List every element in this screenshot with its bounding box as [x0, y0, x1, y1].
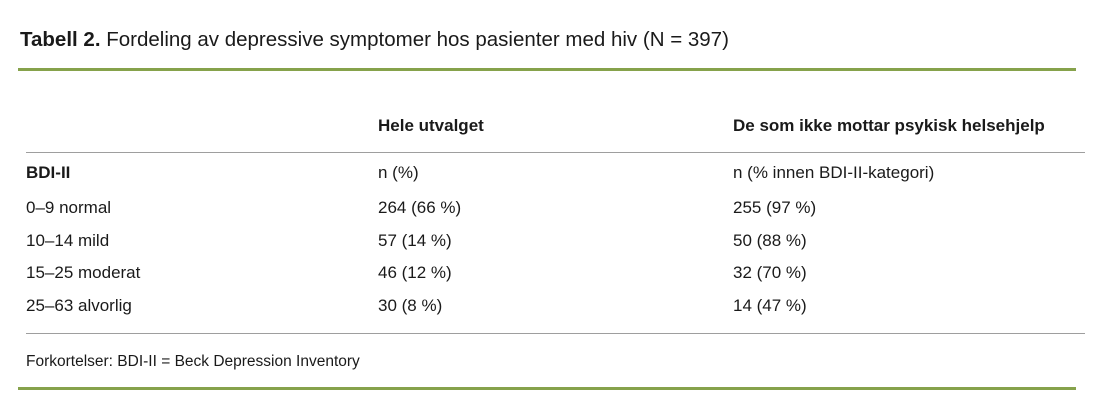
table-header-rule	[26, 152, 1085, 153]
cell-value: 14 (47 %)	[733, 296, 807, 315]
cell-value: 50 (88 %)	[733, 231, 807, 250]
table-row: 25–63 alvorlig 30 (8 %) 14 (47 %)	[26, 294, 1085, 318]
row-label: 10–14 mild	[26, 231, 110, 250]
table-row: 10–14 mild 57 (14 %) 50 (88 %)	[26, 229, 1085, 253]
table-title: Tabell 2. Fordeling av depressive sympto…	[20, 27, 729, 53]
table-subheader-row: BDI-II n (%) n (% innen BDI-II-kategori)	[26, 161, 1085, 185]
table-title-text: Fordeling av depressive symptomer hos pa…	[100, 28, 729, 51]
row-label: 15–25 moderat	[26, 263, 141, 282]
cell-value: 255 (97 %)	[733, 198, 817, 217]
column-header-ikke-mottar-helsehjelp: De som ikke mottar psykisk helsehjelp	[733, 116, 1045, 135]
cell-value: 32 (70 %)	[733, 263, 807, 282]
top-accent-rule	[18, 68, 1076, 71]
row-label: 0–9 normal	[26, 198, 112, 217]
cell-value: 46 (12 %)	[378, 263, 452, 282]
row-label: 25–63 alvorlig	[26, 296, 132, 315]
cell-value: 264 (66 %)	[378, 198, 462, 217]
cell-value: n (% innen BDI-II-kategori)	[733, 163, 935, 182]
table-footer-rule	[26, 333, 1085, 334]
abbreviations-footnote: Forkortelser: BDI-II = Beck Depression I…	[26, 353, 360, 370]
cell-value: n (%)	[378, 163, 419, 182]
column-header-row: Hele utvalget De som ikke mottar psykisk…	[26, 114, 1085, 138]
column-header-hele-utvalget: Hele utvalget	[378, 116, 484, 135]
bottom-accent-rule	[18, 387, 1076, 390]
cell-value: 30 (8 %)	[378, 296, 443, 315]
row-label: BDI-II	[26, 163, 71, 182]
table-number-label: Tabell 2.	[20, 28, 101, 51]
table-row: 15–25 moderat 46 (12 %) 32 (70 %)	[26, 261, 1085, 285]
cell-value: 57 (14 %)	[378, 231, 452, 250]
table-row: 0–9 normal 264 (66 %) 255 (97 %)	[26, 196, 1085, 220]
